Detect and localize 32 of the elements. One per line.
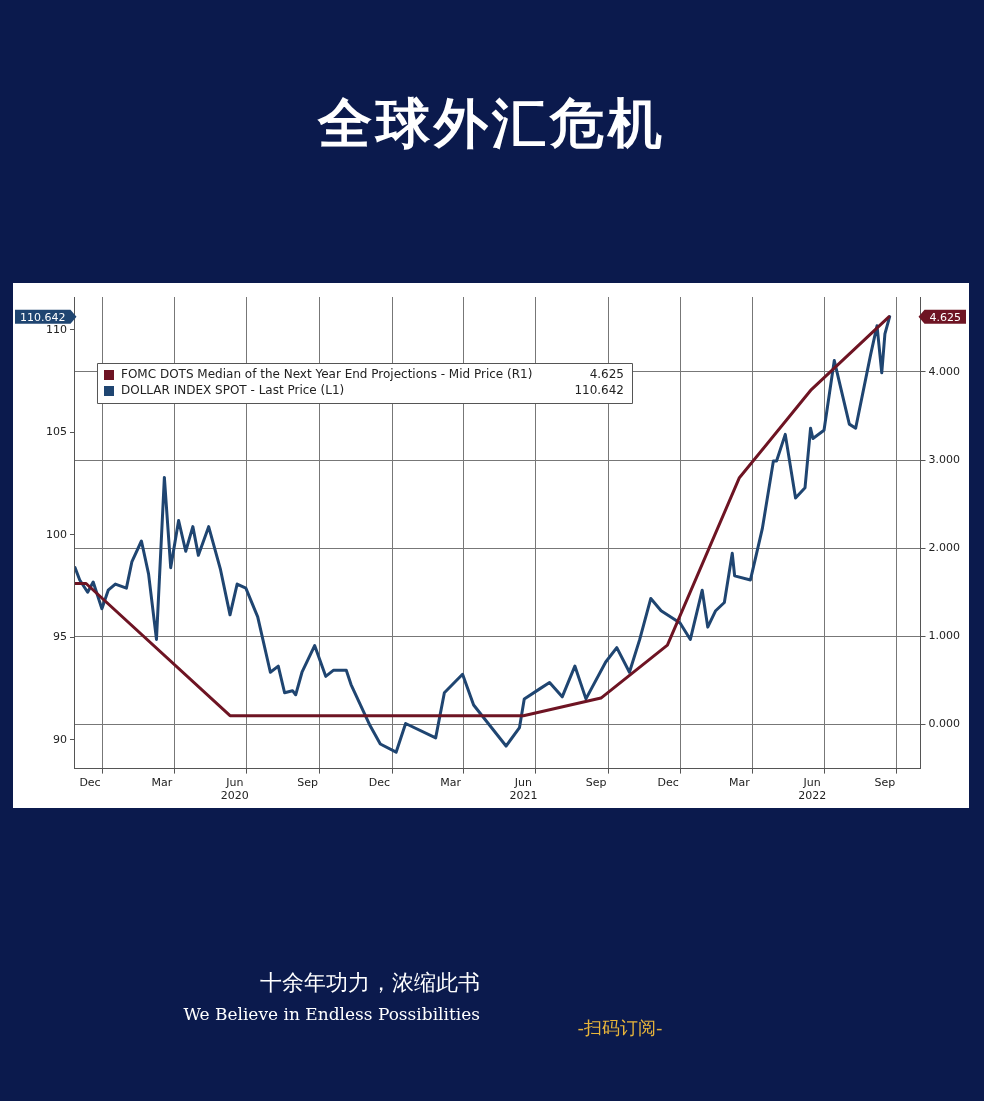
- x-tick-label: Sep: [297, 776, 318, 790]
- y2-tick-label: 2.000: [928, 541, 961, 555]
- annotation: 110.642: [574, 383, 625, 398]
- y-tick-label: 110: [46, 322, 67, 336]
- legend-label: FOMC DOTS Median of the Next Year End Projections - Mid Price (R1): [121, 367, 533, 382]
- x-tick-label: Sep: [874, 776, 896, 790]
- annotation: 4.625: [589, 367, 625, 382]
- x-tick-label: Dec: [368, 776, 391, 790]
- x-tick-label: Sep: [585, 776, 607, 790]
- x-tick-label: Jun 2021: [509, 776, 538, 803]
- y2-tick-label: 3.000: [928, 452, 961, 466]
- text: 110.642: [20, 310, 66, 324]
- y2-tick-label: 4.000: [928, 364, 961, 378]
- y-tick-label: 100: [46, 527, 67, 541]
- x-tick-label: Mar: [440, 776, 462, 790]
- x-tick-label: Mar: [151, 776, 173, 790]
- legend-label: DOLLAR INDEX SPOT - Last Price (L1): [121, 383, 345, 398]
- y-tick-label: 95: [53, 630, 67, 644]
- y-tick-label: 105: [46, 425, 67, 439]
- y-tick-label: 90: [53, 732, 67, 746]
- text: We Believe in Endless Possibilities: [182, 1004, 480, 1024]
- x-tick-label: Jun 2022: [798, 776, 827, 803]
- text: -扫码订阅-: [576, 1016, 664, 1040]
- text: 4.625: [929, 310, 962, 324]
- x-tick-label: Jun 2020: [220, 776, 249, 803]
- y2-tick-label: 1.000: [928, 629, 961, 643]
- y2-tick-label: 0.000: [928, 717, 961, 731]
- x-tick-label: Mar: [729, 776, 751, 790]
- chart-title: 全球外汇危机: [316, 91, 667, 157]
- x-tick-label: Dec: [79, 776, 101, 790]
- x-tick-label: Dec: [657, 776, 679, 790]
- text: 十余年功力，浓缩此书: [259, 969, 480, 997]
